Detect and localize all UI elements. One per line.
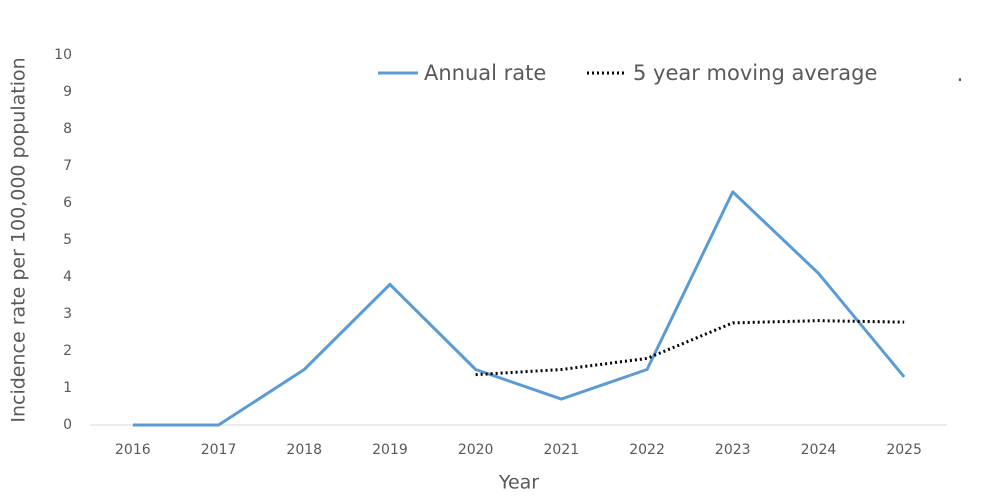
y-tick-label: 5 xyxy=(63,232,72,248)
x-tick-label: 2019 xyxy=(372,442,408,458)
y-tick-label: 8 xyxy=(63,121,72,137)
x-tick-label: 2021 xyxy=(544,442,580,458)
x-tick-label: 2017 xyxy=(201,442,237,458)
y-axis-title: Incidence rate per 100,000 population xyxy=(8,57,30,422)
x-axis-title: Year xyxy=(498,472,539,494)
y-tick-label: 1 xyxy=(63,380,72,396)
x-tick-label: 2022 xyxy=(629,442,665,458)
legend-label: Annual rate xyxy=(424,61,546,85)
y-tick-label: 10 xyxy=(54,47,72,63)
series-line xyxy=(132,190,906,427)
x-tick-label: 2018 xyxy=(286,442,322,458)
x-tick-label: 2016 xyxy=(115,442,151,458)
y-tick-label: 6 xyxy=(63,195,72,211)
y-tick-label: 4 xyxy=(63,269,72,285)
x-tick-label: 2025 xyxy=(886,442,922,458)
x-tick-label: 2024 xyxy=(801,442,837,458)
legend-label: 5 year moving average xyxy=(633,61,877,85)
y-tick-label: 3 xyxy=(63,306,72,322)
x-tick-label: 2023 xyxy=(715,442,751,458)
annotation: . xyxy=(957,62,964,86)
y-tick-label: 9 xyxy=(63,84,72,100)
y-tick-label: 2 xyxy=(63,343,72,359)
series-line xyxy=(475,319,905,377)
x-tick-label: 2020 xyxy=(458,442,494,458)
y-tick-label: 0 xyxy=(63,417,72,433)
y-tick-label: 7 xyxy=(63,158,72,174)
